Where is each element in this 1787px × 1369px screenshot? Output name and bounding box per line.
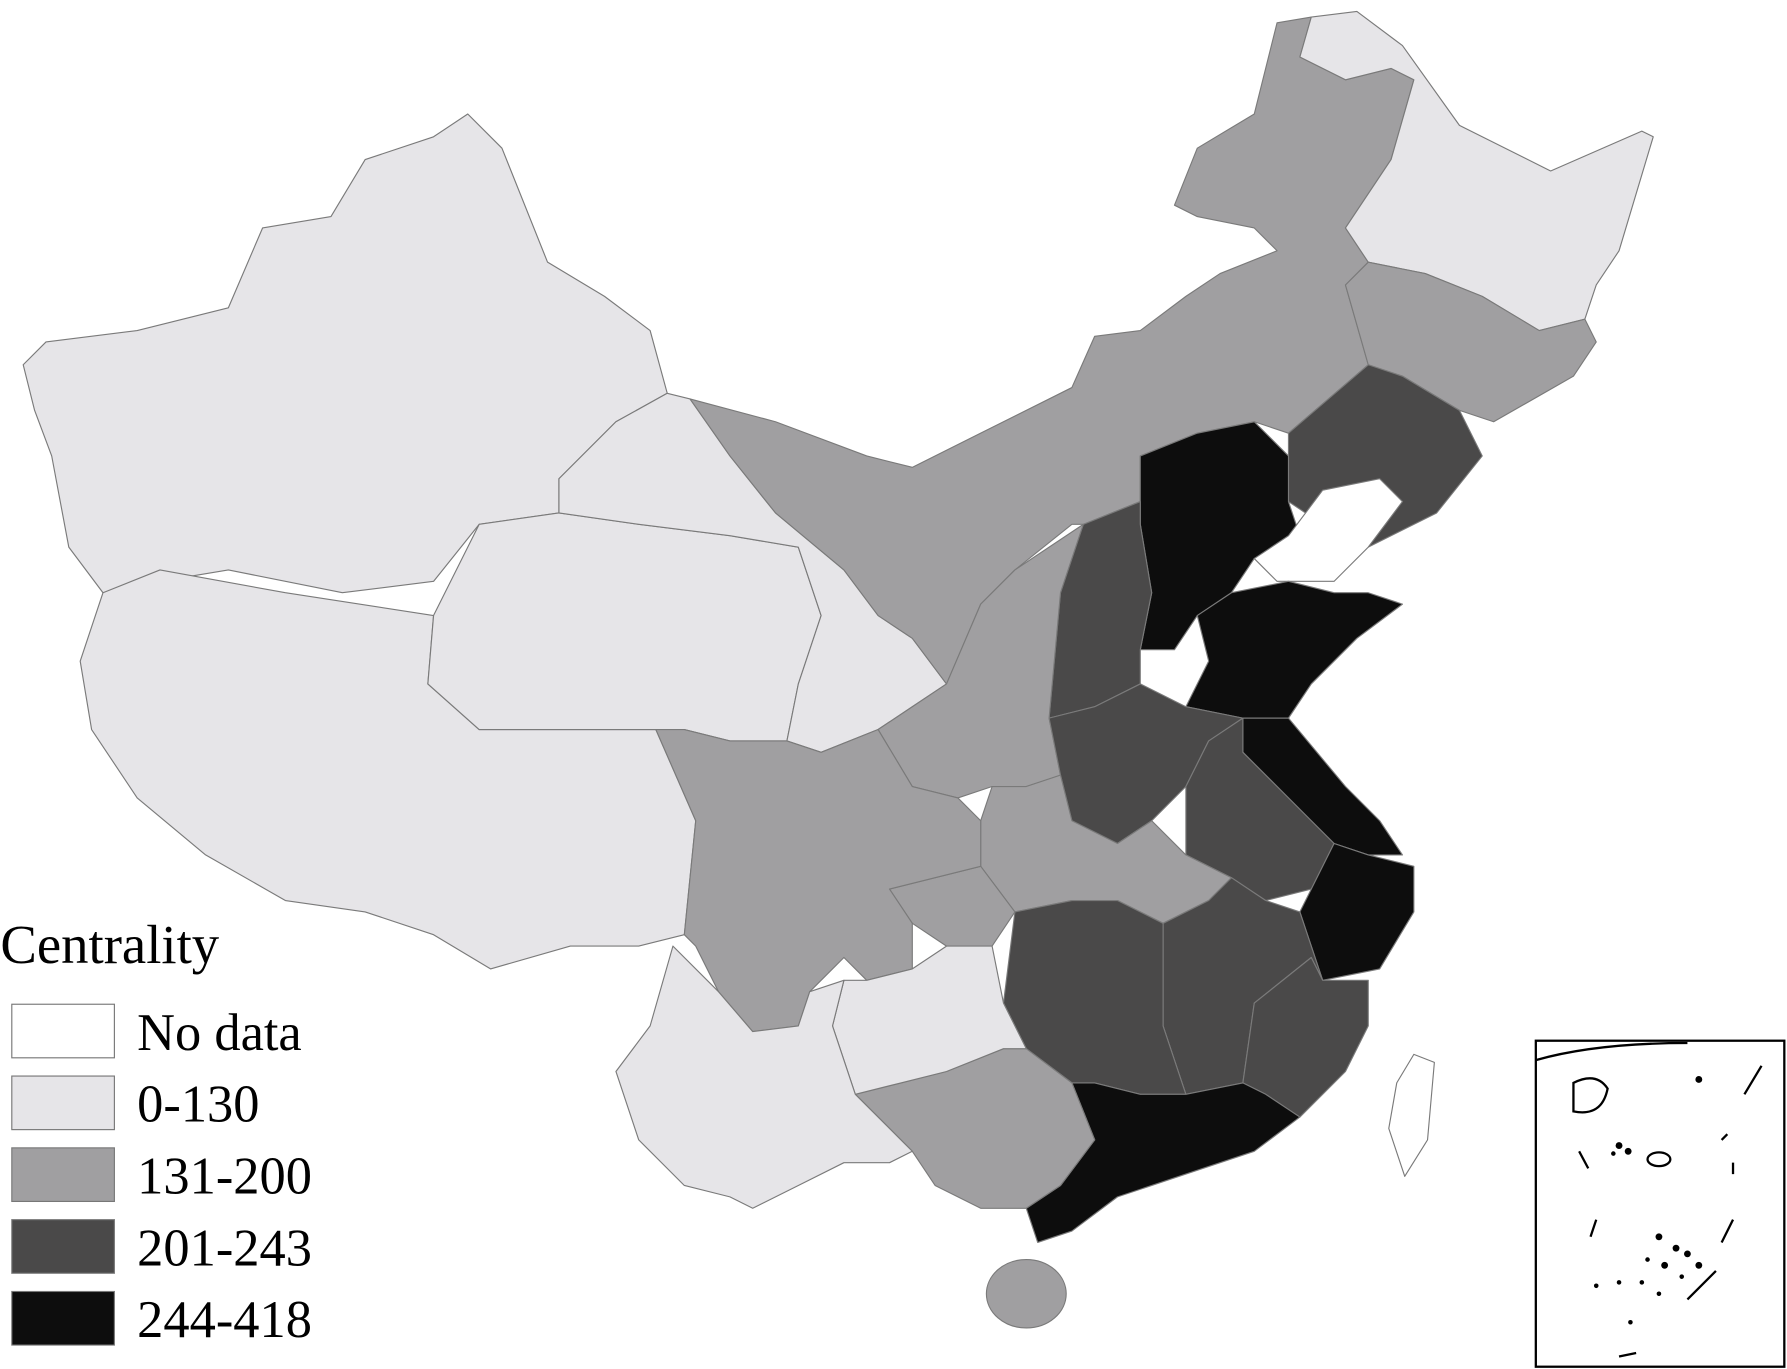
inset — [1534, 1039, 1786, 1368]
province — [615, 945, 913, 1209]
inset-island — [1646, 1151, 1672, 1168]
province — [1299, 842, 1415, 981]
province — [1388, 1053, 1435, 1177]
legend-swatch — [11, 1075, 115, 1131]
province — [655, 728, 982, 1033]
sea — [1253, 478, 1404, 582]
legend-swatch — [11, 1290, 115, 1346]
inset-frame — [1534, 1039, 1786, 1368]
legend-swatch — [11, 1003, 115, 1059]
province — [1185, 580, 1404, 719]
legend-title: Centrality — [0, 914, 219, 975]
inset-outlines — [1535, 1041, 1763, 1358]
province — [427, 512, 822, 742]
legend-label: 244-418 — [137, 1291, 312, 1349]
legend: Centrality No data 0-130 131-200 201-243 244… — [0, 914, 312, 1349]
province — [985, 1259, 1067, 1329]
provinces — [22, 10, 1654, 1329]
legend-swatch — [11, 1147, 115, 1203]
inset-dots — [1593, 1076, 1703, 1325]
legend-label: 131-200 — [137, 1147, 312, 1205]
legend-label: 0-130 — [137, 1076, 259, 1134]
legend-swatch — [11, 1219, 115, 1274]
legend-label: 201-243 — [137, 1219, 312, 1277]
legend-label: No data — [137, 1004, 301, 1062]
